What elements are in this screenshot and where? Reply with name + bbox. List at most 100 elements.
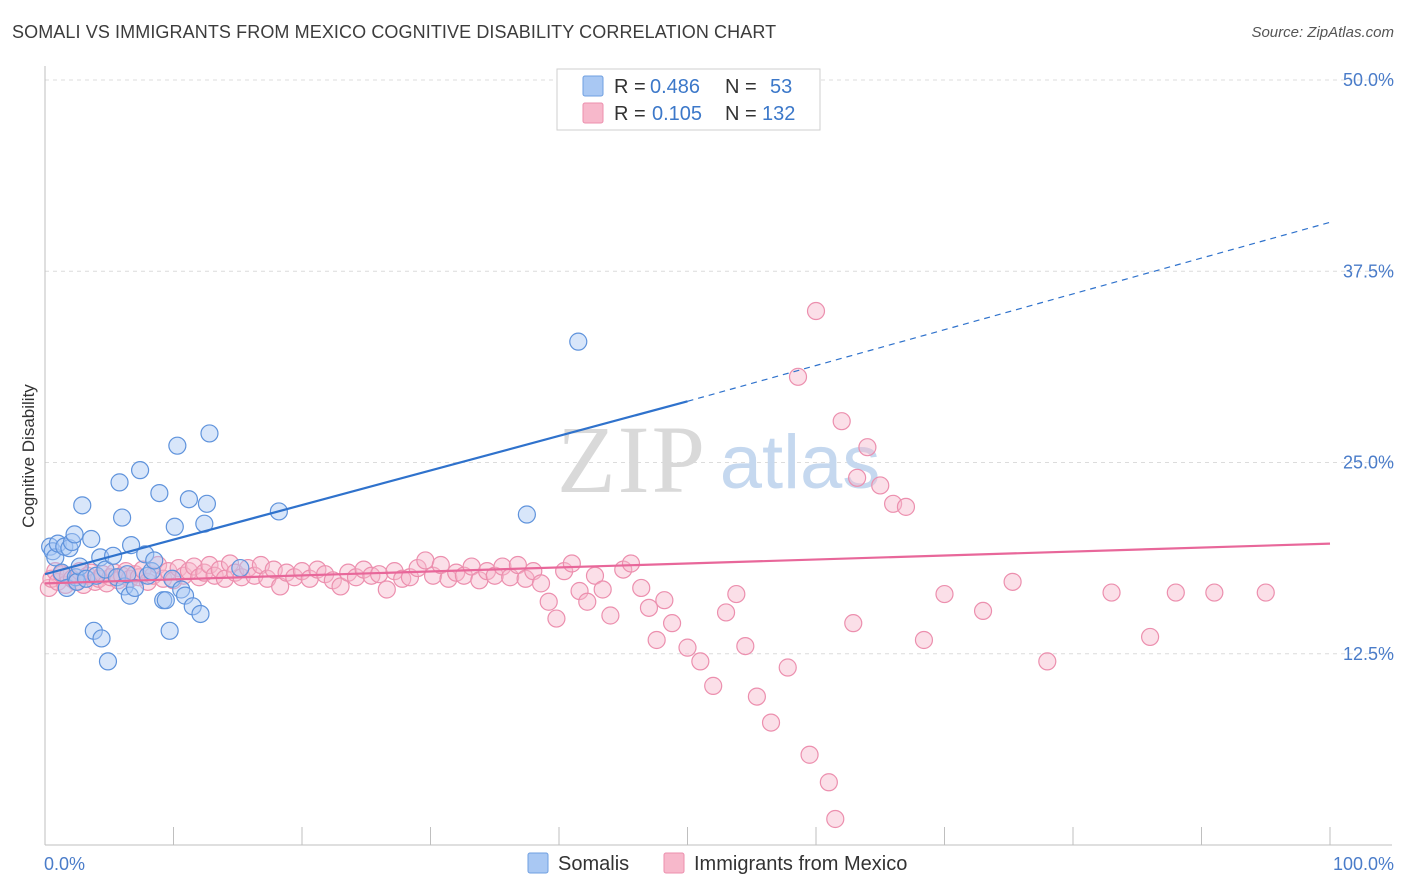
mexico-point-58 — [331, 577, 350, 596]
bottom-legend-swatch-somali — [527, 852, 549, 874]
source-credit: Source: ZipAtlas.com — [1251, 24, 1394, 41]
mexico-point-92 — [593, 580, 612, 599]
x-tick-label-min: 0.0% — [44, 854, 85, 874]
somali-point-41 — [165, 517, 184, 536]
mexico-point-115 — [832, 412, 851, 431]
somali-point-46 — [183, 597, 202, 616]
mexico-point-117 — [848, 468, 867, 487]
series-legend: Somalis Immigrants from Mexico — [527, 852, 907, 875]
somali-point-27 — [118, 565, 137, 584]
mexico-point-38 — [200, 555, 219, 575]
watermark-atlas: atlas — [720, 420, 881, 505]
somali-point-32 — [136, 545, 155, 564]
mexico-point-126 — [1038, 652, 1057, 671]
somali-point-15 — [82, 529, 101, 549]
somali-trend-line — [44, 400, 688, 576]
mexico-point-121 — [896, 497, 916, 516]
mexico-point-99 — [655, 591, 674, 610]
mexico-point-102 — [691, 652, 710, 671]
somali-point-39 — [160, 621, 179, 640]
mexico-point-125 — [1003, 572, 1022, 591]
somali-point-47 — [191, 604, 210, 624]
mexico-point-124 — [973, 601, 993, 621]
watermark-zip: ZIP — [557, 406, 707, 513]
somali-point-31 — [130, 461, 150, 480]
somali-point-9 — [65, 525, 84, 544]
mexico-point-111 — [800, 745, 819, 764]
mexico-point-88 — [562, 554, 581, 573]
gridlines — [45, 79, 1392, 655]
mexico-point-123 — [935, 584, 954, 604]
mexico-point-104 — [716, 603, 736, 622]
mexico-point-110 — [788, 367, 808, 386]
mexico-point-64 — [377, 580, 396, 599]
mexico-trend-line — [44, 542, 1331, 585]
mexico-point-35 — [184, 557, 204, 576]
trend-lines — [44, 221, 1331, 585]
mexico-point-86 — [547, 609, 566, 628]
legend-n-value-somali: 53 — [770, 76, 792, 98]
somali-point-50 — [200, 424, 219, 443]
bottom-legend-label-somali: Somalis — [558, 853, 629, 875]
mexico-point-97 — [639, 598, 659, 617]
mexico-point-101 — [678, 638, 697, 657]
somali-point-51 — [231, 558, 250, 578]
x-tick-label-max: 100.0% — [1333, 854, 1394, 874]
somali-point-36 — [150, 484, 169, 503]
bottom-legend-label-mexico: Immigrants from Mexico — [694, 853, 907, 875]
legend-r-label-mexico: R = — [614, 103, 646, 125]
mexico-point-90 — [578, 592, 597, 611]
mexico-point-98 — [647, 630, 666, 650]
y-tick-label-1: 25.0% — [1343, 453, 1394, 473]
legend-n-label-mexico: N = — [725, 103, 757, 125]
mexico-point-105 — [727, 584, 746, 604]
somali-point-17 — [87, 566, 106, 585]
mexico-point-108 — [761, 713, 781, 732]
somali-point-19 — [92, 629, 111, 648]
somali-point-42 — [168, 436, 187, 455]
somali-point-21 — [98, 652, 118, 671]
watermark: ZIP atlas — [557, 406, 880, 513]
somali-trend-extension — [687, 221, 1331, 402]
mexico-point-106 — [736, 636, 755, 656]
mexico-point-62 — [362, 566, 381, 585]
mexico-point-127 — [1102, 583, 1121, 602]
mexico-point-128 — [1140, 627, 1160, 647]
somali-points — [41, 332, 588, 671]
mexico-point-84 — [531, 574, 551, 593]
mexico-point-129 — [1166, 583, 1185, 602]
legend-n-value-mexico: 132 — [762, 103, 795, 125]
somali-point-24 — [110, 473, 129, 492]
mexico-point-42 — [220, 554, 240, 573]
legend-r-value-mexico: 0.105 — [652, 103, 702, 125]
y-axis-title: Cognitive Disability — [19, 384, 38, 528]
mexico-point-112 — [806, 301, 826, 321]
somali-point-30 — [125, 578, 145, 598]
mexico-point-85 — [539, 592, 558, 611]
mexico-point-113 — [819, 773, 838, 792]
stats-legend: R = 0.486 N = 53 R = 0.105 N = 132 — [556, 68, 821, 131]
mexico-point-116 — [844, 614, 863, 633]
mexico-point-122 — [914, 630, 934, 650]
legend-r-value-somali: 0.486 — [650, 76, 700, 98]
mexico-point-118 — [858, 438, 877, 457]
y-tick-label-2: 37.5% — [1343, 261, 1394, 281]
y-tick-label-3: 50.0% — [1343, 70, 1394, 90]
somali-point-16 — [84, 621, 103, 640]
somali-point-25 — [112, 508, 132, 527]
mexico-point-130 — [1205, 583, 1224, 602]
mexico-point-114 — [826, 809, 845, 829]
somali-point-54 — [569, 332, 588, 351]
mexico-points — [39, 301, 1275, 829]
mexico-point-71 — [431, 555, 450, 575]
somali-point-53 — [517, 505, 536, 524]
legend-n-label-somali: N = — [725, 76, 757, 98]
y-tick-label-0: 12.5% — [1343, 644, 1394, 664]
mexico-point-93 — [601, 606, 620, 625]
mexico-point-103 — [704, 676, 723, 695]
mexico-point-69 — [416, 551, 435, 570]
legend-r-label-somali: R = — [614, 76, 646, 98]
somali-point-13 — [73, 496, 92, 515]
bottom-legend-swatch-mexico — [663, 852, 685, 874]
somali-point-35 — [145, 551, 164, 570]
